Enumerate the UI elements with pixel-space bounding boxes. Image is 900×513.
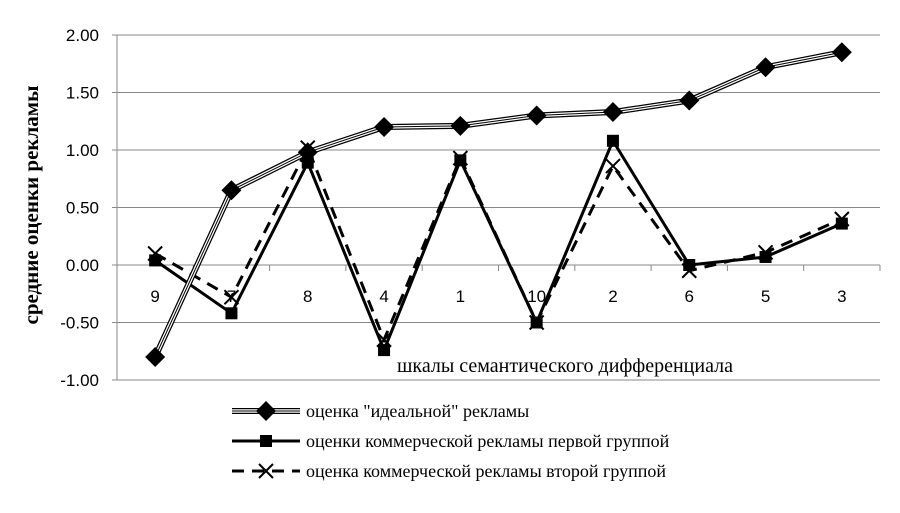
x-tick-label: 1 xyxy=(456,287,465,306)
data-point xyxy=(683,259,696,271)
y-tick-label: -1.00 xyxy=(60,371,99,390)
data-point xyxy=(526,105,547,126)
x-tick-label: 6 xyxy=(685,287,694,306)
series-line xyxy=(154,137,843,355)
legend: оценка "идеальной" рекламы оценки коммерч… xyxy=(232,401,670,481)
series-0 xyxy=(145,42,852,367)
data-point xyxy=(835,217,848,230)
legend-label: оценки коммерческой рекламы первой групп… xyxy=(306,431,670,451)
data-point xyxy=(221,180,242,201)
x-tick-label: 5 xyxy=(761,287,770,306)
y-tick-label: 2.00 xyxy=(66,26,99,45)
data-point xyxy=(606,134,619,147)
data-point xyxy=(755,57,776,78)
legend-label: оценка "идеальной" рекламы xyxy=(306,401,529,421)
y-tick-label: 1.50 xyxy=(66,84,99,103)
legend-marker xyxy=(258,463,274,479)
series-line xyxy=(152,49,843,359)
y-axis-label: средние оценки рекламы xyxy=(19,86,43,325)
x-axis-label: шкалы семантического дифференциала xyxy=(397,355,733,377)
data-point xyxy=(225,307,238,320)
data-point xyxy=(759,250,772,263)
y-tick-label: 0.00 xyxy=(66,256,99,275)
data-point xyxy=(602,102,623,123)
y-tick-label: 0.50 xyxy=(66,199,99,218)
data-point xyxy=(149,254,162,267)
legend-item: оценка коммерческой рекламы второй групп… xyxy=(232,461,666,481)
x-tick-label: 10 xyxy=(527,287,546,306)
legend-marker xyxy=(260,435,272,447)
x-tick-label: 3 xyxy=(837,287,846,306)
data-point xyxy=(450,115,471,136)
data-point xyxy=(831,42,852,63)
series-1 xyxy=(149,134,848,357)
legend-marker xyxy=(256,401,276,421)
legend-label: оценка коммерческой рекламы второй групп… xyxy=(306,461,666,481)
legend-item: оценка "идеальной" рекламы xyxy=(232,401,529,421)
data-point xyxy=(605,158,621,174)
y-tick-label: -0.50 xyxy=(60,314,99,333)
data-point xyxy=(145,347,166,367)
x-tick-label: 4 xyxy=(379,287,388,306)
x-tick-label: 2 xyxy=(608,287,617,306)
data-point xyxy=(297,142,318,163)
y-tick-label: 1.00 xyxy=(66,141,99,160)
x-tick-label: 9 xyxy=(150,287,159,306)
data-point xyxy=(374,117,395,137)
data-point xyxy=(530,316,543,329)
data-point xyxy=(378,344,391,357)
data-point xyxy=(301,156,314,169)
x-tick-label: 8 xyxy=(303,287,312,306)
data-point xyxy=(679,90,700,111)
legend-item: оценки коммерческой рекламы первой групп… xyxy=(232,431,670,451)
data-point xyxy=(454,154,467,167)
